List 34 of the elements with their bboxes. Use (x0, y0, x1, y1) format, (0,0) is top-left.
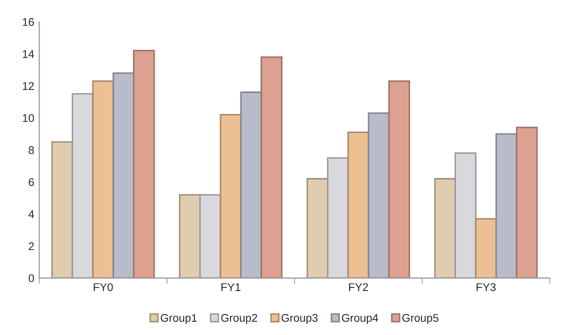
bar (475, 218, 497, 278)
y-tick-label: 4 (28, 210, 34, 218)
x-tick-label: FY3 (476, 283, 496, 292)
bar (347, 132, 370, 278)
bar (220, 114, 242, 278)
bar (306, 178, 328, 278)
x-tick-label: FY1 (221, 283, 240, 291)
y-tick-label: 6 (28, 178, 34, 186)
legend-label: Group3 (282, 314, 318, 324)
y-tick-label: 14 (22, 50, 34, 58)
bar (260, 56, 282, 278)
bar (112, 72, 134, 278)
x-tick-label: FY2 (349, 283, 368, 291)
y-tick-label: 2 (28, 242, 34, 250)
legend-label: Group5 (402, 314, 438, 324)
bar (133, 50, 155, 278)
bar (434, 178, 456, 278)
bar (495, 133, 518, 278)
legend-label: Group1 (160, 314, 197, 324)
bar (516, 126, 538, 278)
x-tick-label: FY0 (94, 283, 113, 292)
bar (388, 80, 410, 278)
y-tick-label: 10 (22, 114, 34, 122)
y-tick-label: 0 (28, 274, 34, 282)
bar (178, 194, 201, 278)
bar (51, 141, 74, 278)
y-tick-label: 16 (22, 18, 34, 26)
y-tick-label: 8 (28, 146, 34, 154)
bar (92, 80, 114, 278)
legend-label: Group4 (342, 314, 378, 324)
bar (368, 112, 390, 278)
legend-label: Group2 (221, 314, 258, 324)
y-tick-label: 12 (22, 82, 34, 90)
bar (240, 92, 262, 278)
